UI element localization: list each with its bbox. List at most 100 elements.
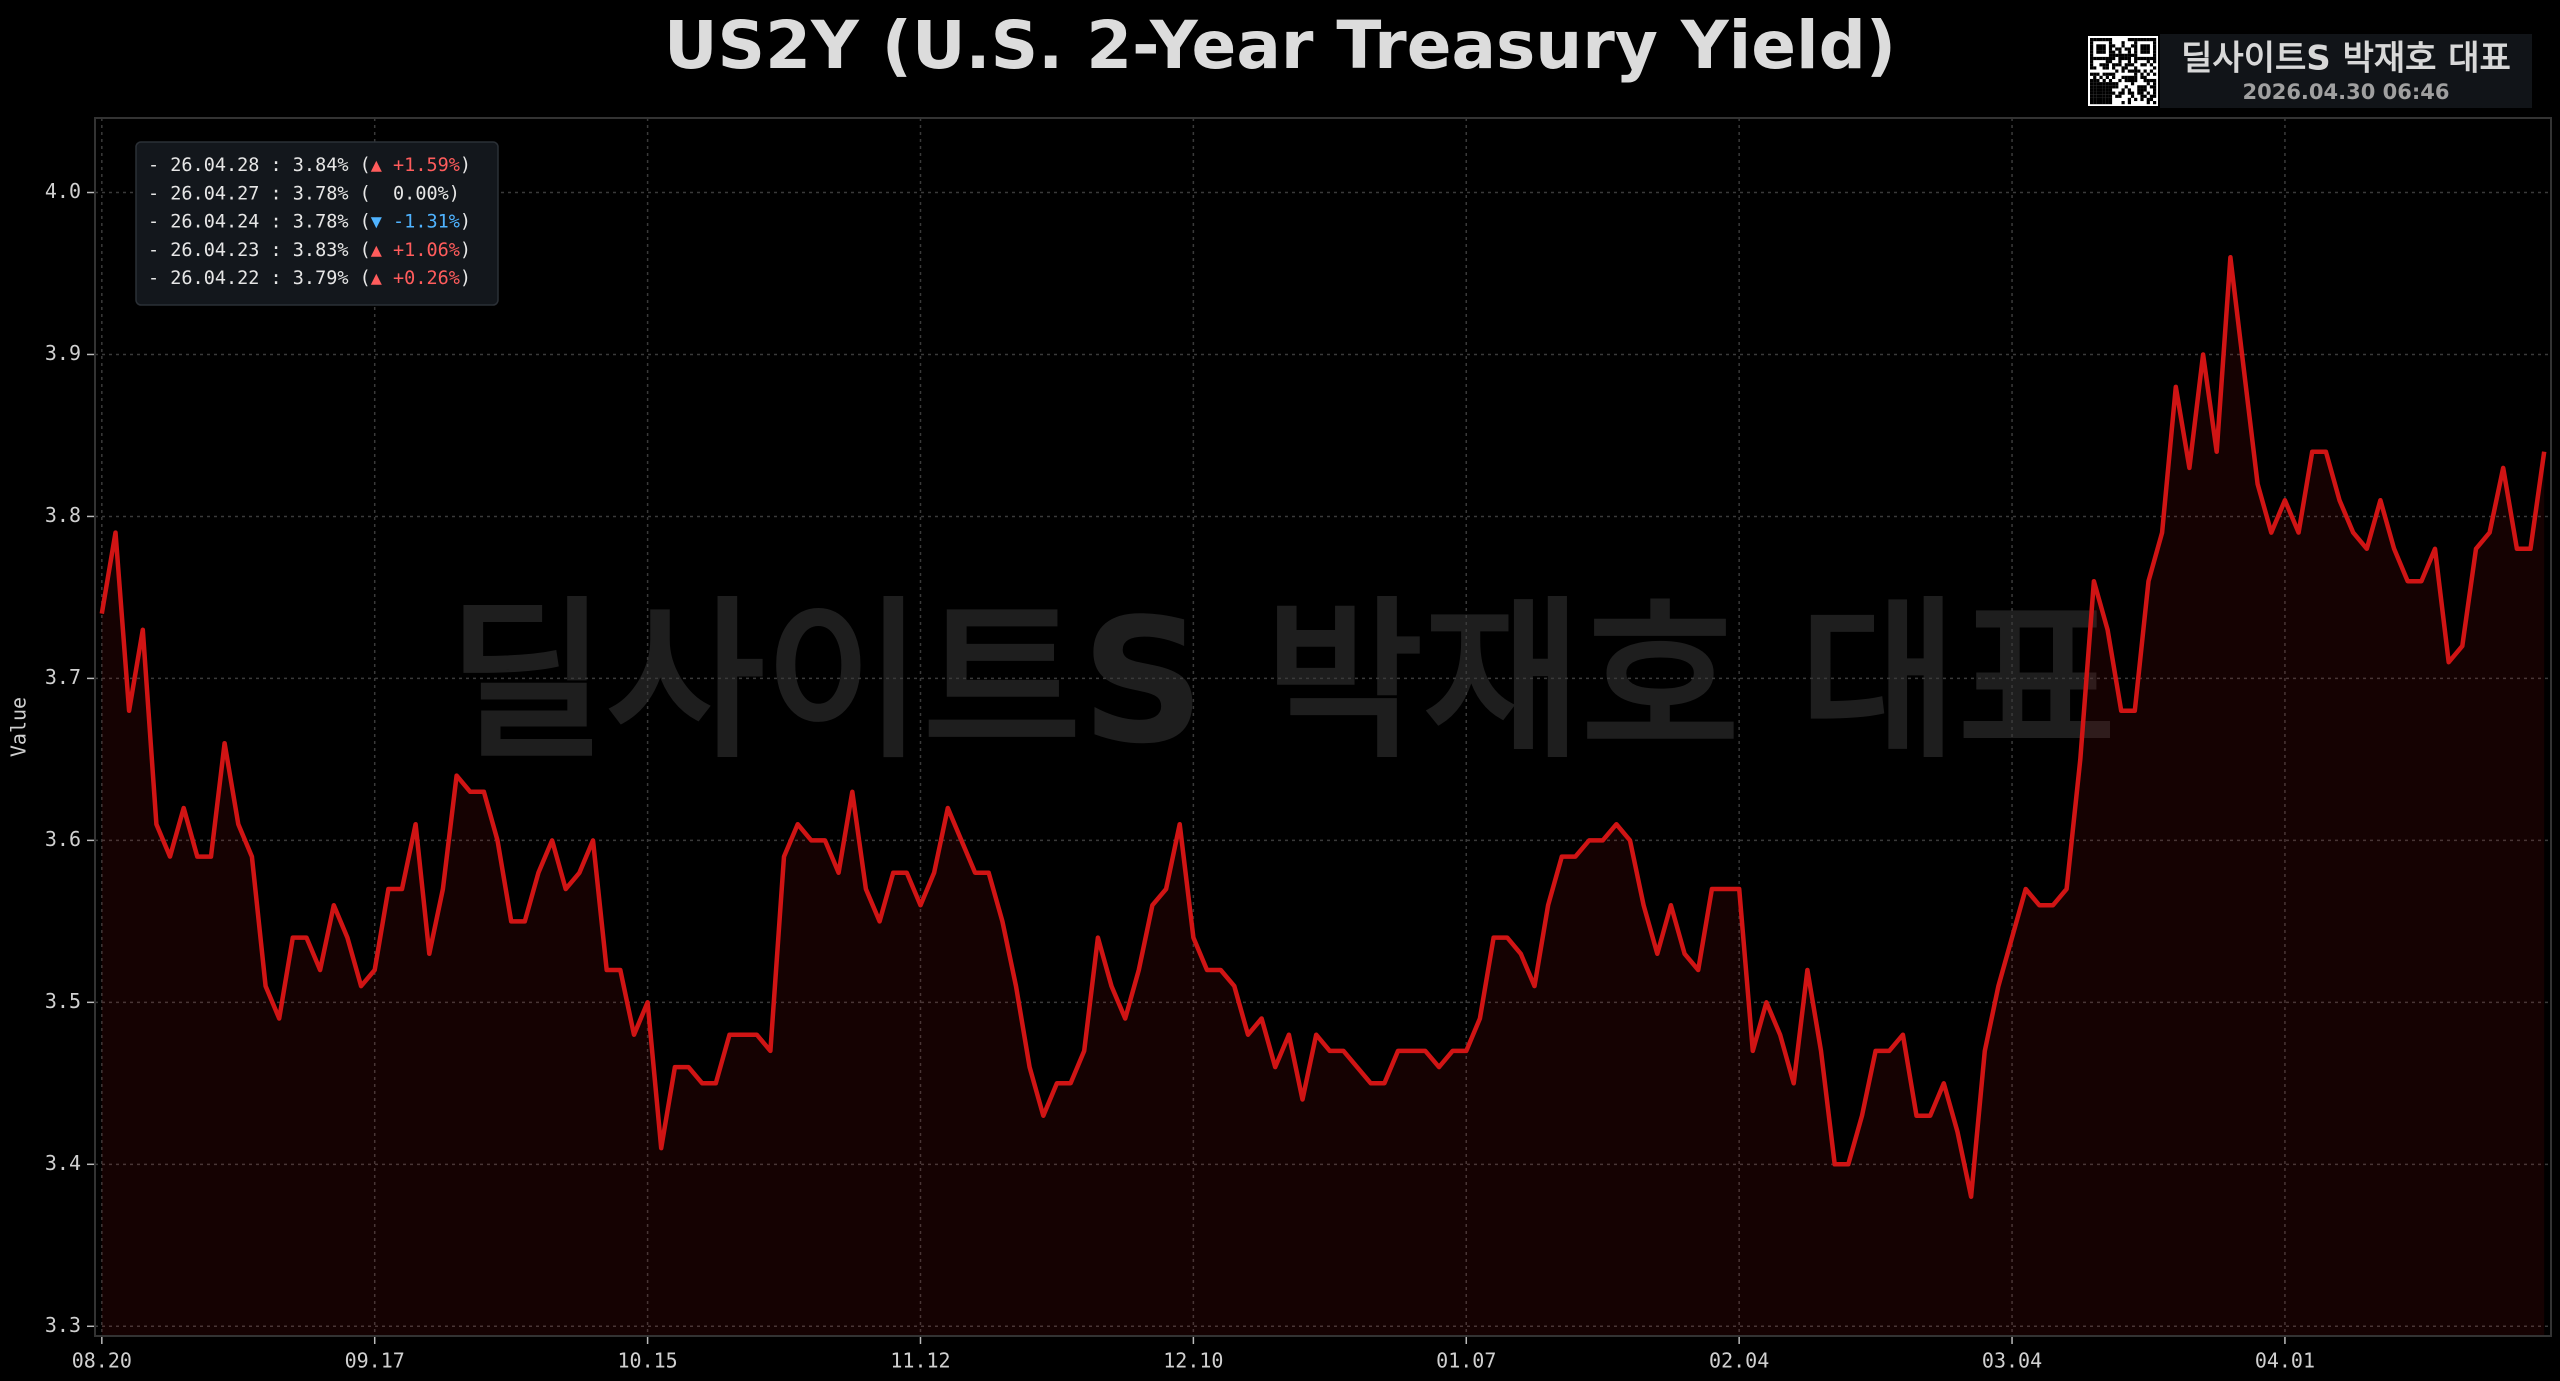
qr-cell [2096, 88, 2100, 92]
qr-cell [2121, 88, 2125, 92]
qr-cell [2096, 101, 2100, 105]
qr-cell [2090, 82, 2094, 86]
qr-cell [2102, 56, 2106, 61]
qr-cell [2127, 63, 2131, 67]
qr-cell [2105, 101, 2109, 105]
qr-cell [2140, 44, 2144, 48]
qr-cell [2090, 47, 2094, 51]
qr-cell [2153, 72, 2157, 76]
qr-cell [2093, 85, 2097, 89]
legend-entry: - 26.04.28 : 3.84% (▲ +1.59%) [148, 155, 471, 176]
qr-cell [2096, 91, 2100, 95]
qr-cell [2118, 50, 2122, 54]
qr-cell [2093, 101, 2097, 105]
x-tick-label: 02.04 [1709, 1349, 1769, 1373]
legend-end: ) [449, 183, 460, 204]
line [99, 255, 2547, 1199]
qr-cell [2096, 44, 2100, 48]
y-tick-label: 3.5 [45, 989, 81, 1013]
qr-code [2088, 36, 2158, 106]
qr-cell [2115, 63, 2119, 67]
qr-cell [2127, 91, 2131, 95]
qr-cell [2153, 50, 2157, 54]
qr-cell [2090, 66, 2094, 70]
qr-cell [2108, 56, 2113, 61]
qr-cell [2105, 66, 2109, 70]
qr-cell [2140, 47, 2144, 51]
legend-text: - 26.04.27 : 3.78% ( [148, 183, 371, 204]
qr-cell [2108, 97, 2113, 102]
qr-cell [2153, 101, 2157, 105]
qr-cell [2118, 63, 2122, 67]
qr-cell [2124, 56, 2128, 61]
qr-cell [2099, 85, 2103, 89]
qr-cell [2108, 53, 2113, 57]
x-tick-label: 10.15 [617, 1349, 677, 1373]
qr-cell [2090, 94, 2094, 98]
qr-cell [2134, 72, 2138, 76]
qr-cell [2096, 82, 2100, 86]
x-tick-label: 09.17 [345, 1349, 405, 1373]
badge-background [2160, 34, 2532, 108]
qr-cell [2096, 72, 2100, 76]
qr-cell [2140, 56, 2144, 61]
qr-cell [2105, 85, 2109, 89]
qr-cell [2121, 44, 2125, 48]
brand-name: 딜사이트S 박재호 대표 [2181, 39, 2511, 79]
qr-cell [2105, 91, 2109, 95]
qr-cell [2137, 88, 2141, 92]
timestamp: 2026.04.30 06:46 [2242, 80, 2449, 104]
qr-cell [2090, 101, 2094, 105]
qr-cell [2112, 66, 2116, 70]
qr-cell [2099, 101, 2103, 105]
qr-cell [2146, 72, 2150, 76]
qr-cell [2099, 38, 2103, 42]
qr-cell [2099, 63, 2103, 67]
y-tick-label: 3.6 [45, 827, 81, 851]
qr-cell [2093, 56, 2097, 61]
qr-cell [2153, 78, 2157, 83]
qr-cell [2090, 97, 2094, 102]
qr-cell [2130, 63, 2135, 67]
qr-cell [2127, 101, 2131, 105]
qr-cell [2090, 56, 2094, 61]
qr-cell [2112, 85, 2116, 89]
qr-cell [2102, 47, 2106, 51]
legend-entry: - 26.04.27 : 3.78% ( 0.00%) [148, 183, 460, 204]
chart-title: US2Y (U.S. 2-Year Treasury Yield) [664, 7, 1896, 84]
qr-cell [2146, 60, 2150, 64]
qr-cell [2146, 47, 2150, 51]
qr-cell [2149, 56, 2154, 61]
qr-cell [2099, 97, 2103, 102]
qr-cell [2096, 85, 2100, 89]
qr-cell [2102, 101, 2106, 105]
qr-cell [2093, 88, 2097, 92]
qr-cell [2146, 97, 2150, 102]
area-fill [101, 257, 2545, 1336]
brand-badge: 딜사이트S 박재호 대표 2026.04.30 06:46 [2088, 34, 2532, 108]
qr-cell [2108, 78, 2113, 83]
qr-cell [2102, 94, 2106, 98]
qr-cell [2108, 38, 2113, 42]
qr-cell [2149, 63, 2154, 67]
qr-cell [2099, 88, 2103, 92]
qr-cell [2140, 94, 2144, 98]
qr-cell [2112, 56, 2116, 61]
qr-cell [2130, 78, 2135, 83]
legend-end: ) [460, 268, 471, 289]
qr-cell [2127, 97, 2131, 102]
watermark: 딜사이트S 박재호 대표 [448, 581, 2116, 782]
qr-cell [2093, 97, 2097, 102]
qr-cell [2112, 44, 2116, 48]
qr-cell [2143, 47, 2147, 51]
qr-cell [2093, 72, 2097, 76]
qr-cell [2149, 69, 2154, 73]
qr-cell [2118, 47, 2122, 51]
qr-cell [2143, 38, 2147, 42]
y-tick-label: 3.9 [45, 341, 81, 365]
qr-cell [2118, 56, 2122, 61]
qr-cell [2146, 56, 2150, 61]
qr-cell [2127, 88, 2131, 92]
qr-cell [2096, 78, 2100, 83]
legend-text: - 26.04.22 : 3.79% ( [148, 268, 371, 289]
